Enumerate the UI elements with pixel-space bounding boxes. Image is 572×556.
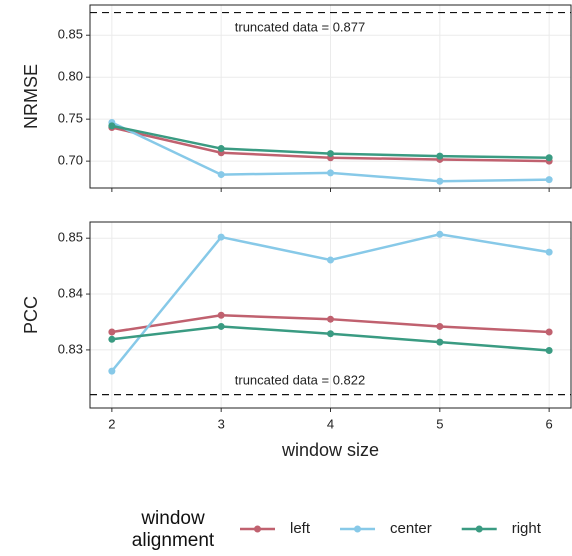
panel-border: [89, 4, 572, 189]
data-point: [217, 145, 225, 153]
y-tick-label: 0.83: [58, 341, 83, 356]
legend-label: center: [390, 520, 432, 537]
y-tick-label: 0.85: [58, 230, 83, 245]
data-point: [217, 233, 225, 241]
legend-swatch-dot: [354, 525, 362, 533]
data-point: [108, 328, 116, 336]
data-point: [436, 338, 444, 346]
data-point: [545, 328, 553, 336]
data-point: [545, 176, 553, 184]
panel-border: [89, 221, 572, 409]
data-point: [108, 367, 116, 375]
data-point: [327, 256, 334, 264]
data-point: [108, 122, 116, 130]
annotation: truncated data = 0.877: [235, 19, 365, 34]
x-tick-label: 5: [436, 416, 443, 431]
x-tick-label: 3: [218, 416, 225, 431]
data-point: [327, 315, 334, 323]
y-axis-title: NRMSE: [21, 64, 41, 129]
y-tick-label: 0.70: [58, 153, 83, 168]
data-point: [545, 154, 553, 162]
x-tick-label: 2: [108, 416, 115, 431]
x-tick-label: 6: [546, 416, 553, 431]
y-tick-label: 0.85: [58, 27, 83, 42]
data-point: [436, 322, 444, 330]
y-tick-label: 0.84: [58, 285, 83, 300]
data-point: [545, 248, 553, 256]
data-point: [436, 152, 444, 160]
data-point: [217, 311, 225, 319]
data-point: [327, 150, 334, 158]
x-tick-label: 4: [327, 416, 334, 431]
legend-label: right: [512, 520, 542, 537]
data-point: [327, 169, 334, 177]
data-point: [217, 322, 225, 330]
data-point: [327, 330, 334, 338]
data-point: [108, 335, 116, 343]
data-point: [436, 177, 444, 185]
y-axis-title: PCC: [21, 296, 41, 334]
data-point: [217, 171, 225, 179]
legend-swatch-dot: [254, 525, 261, 533]
x-axis-title: window size: [281, 440, 379, 460]
legend-swatch-dot: [475, 525, 483, 533]
annotation: truncated data = 0.822: [235, 372, 365, 387]
legend-label: left: [290, 520, 311, 537]
legend-title: window alignment: [131, 508, 215, 551]
y-tick-label: 0.75: [58, 111, 83, 126]
data-point: [545, 346, 553, 354]
y-tick-label: 0.80: [58, 69, 83, 84]
data-point: [436, 230, 444, 238]
